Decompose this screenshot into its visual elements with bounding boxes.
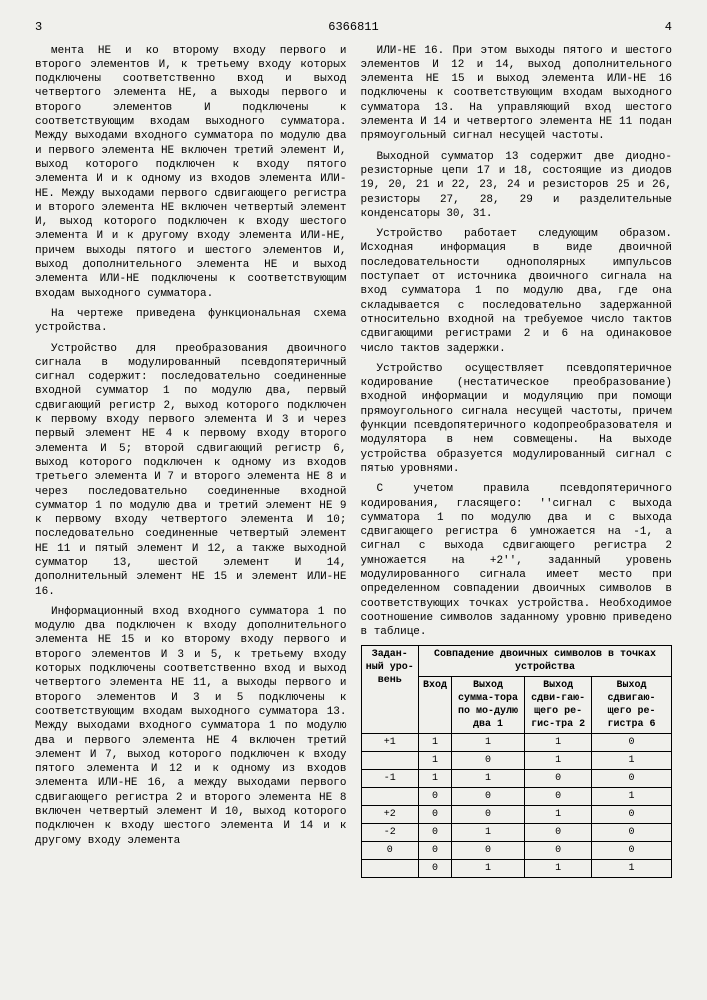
table-header-row: Задан-ный уро-вень Совпадение двоичных с…	[361, 646, 672, 677]
table-cell: 0	[452, 788, 525, 806]
table-cell: +1	[361, 734, 418, 752]
table-cell: -2	[361, 824, 418, 842]
table-cell: 1	[525, 806, 592, 824]
para: Устройство осуществляет псевдопятеричное…	[361, 362, 673, 476]
table-cell: 0	[592, 734, 672, 752]
columns: мента НЕ и ко второму входу первого и вт…	[35, 44, 672, 879]
table-cell	[361, 860, 418, 878]
th: Вход	[418, 677, 451, 734]
page-header: 3 6366811 4	[35, 20, 672, 36]
para: На чертеже приведена функциональная схем…	[35, 307, 347, 336]
para: С учетом правила псевдопятеричного кодир…	[361, 482, 673, 639]
th: Выход сумма-тора по мо-дулю два 1	[452, 677, 525, 734]
table-row: 1011	[361, 752, 672, 770]
symbol-table: Задан-ный уро-вень Совпадение двоичных с…	[361, 645, 673, 878]
para: Устройство работает следующим образом. И…	[361, 227, 673, 356]
table-cell: 1	[452, 824, 525, 842]
column-right: ИЛИ-НЕ 16. При этом выходы пятого и шест…	[361, 44, 673, 879]
table-row: 0111	[361, 860, 672, 878]
table-cell: 0	[418, 842, 451, 860]
table-row: -11100	[361, 770, 672, 788]
th-level: Задан-ный уро-вень	[361, 646, 418, 734]
table-cell: 0	[452, 842, 525, 860]
table-cell: 0	[525, 770, 592, 788]
para: Устройство для преобразования двоичного …	[35, 342, 347, 599]
table-cell: 1	[592, 860, 672, 878]
table-cell: 0	[452, 752, 525, 770]
table-row: 00000	[361, 842, 672, 860]
table-cell: 0	[592, 806, 672, 824]
table-cell	[361, 788, 418, 806]
table-row: +20010	[361, 806, 672, 824]
table-cell: 0	[418, 860, 451, 878]
table-cell: 1	[418, 752, 451, 770]
para: Выходной сумматор 13 содержит две диодно…	[361, 150, 673, 221]
doc-id: 6366811	[42, 20, 665, 36]
para: ИЛИ-НЕ 16. При этом выходы пятого и шест…	[361, 44, 673, 144]
table-cell: 0	[525, 842, 592, 860]
table-body: +111101011-111000001+20010-2010000000011…	[361, 734, 672, 878]
table-cell: -1	[361, 770, 418, 788]
table-row: 0001	[361, 788, 672, 806]
content: мента НЕ и ко второму входу первого и вт…	[35, 44, 672, 879]
table-cell: 1	[525, 860, 592, 878]
table-cell: 0	[592, 770, 672, 788]
table-cell: 1	[418, 734, 451, 752]
table-row: +11110	[361, 734, 672, 752]
th: Выход сдвигаю-щего ре-гистра 6	[592, 677, 672, 734]
para: Информационный вход входного сумматора 1…	[35, 605, 347, 848]
table-cell: 0	[592, 842, 672, 860]
table-cell: 0	[418, 824, 451, 842]
table-cell: 0	[418, 788, 451, 806]
table-row: -20100	[361, 824, 672, 842]
page-right: 4	[665, 20, 672, 36]
table-cell: 0	[525, 824, 592, 842]
table-cell: 1	[452, 770, 525, 788]
table-cell: 0	[418, 806, 451, 824]
table-cell: 1	[452, 734, 525, 752]
table-cell: 1	[525, 734, 592, 752]
table-cell: 1	[418, 770, 451, 788]
table-cell: 1	[452, 860, 525, 878]
table-cell: 1	[592, 788, 672, 806]
th-top: Совпадение двоичных символов в точках ус…	[418, 646, 671, 677]
table-cell: +2	[361, 806, 418, 824]
table-cell: 1	[525, 752, 592, 770]
table-cell: 1	[592, 752, 672, 770]
column-left: мента НЕ и ко второму входу первого и вт…	[35, 44, 347, 879]
para: мента НЕ и ко второму входу первого и вт…	[35, 44, 347, 301]
page-left: 3	[35, 20, 42, 36]
table-cell	[361, 752, 418, 770]
th: Выход сдви-гаю-щего ре-гис-тра 2	[525, 677, 592, 734]
table-cell: 0	[592, 824, 672, 842]
table-cell: 0	[525, 788, 592, 806]
table-cell: 0	[452, 806, 525, 824]
table-cell: 0	[361, 842, 418, 860]
